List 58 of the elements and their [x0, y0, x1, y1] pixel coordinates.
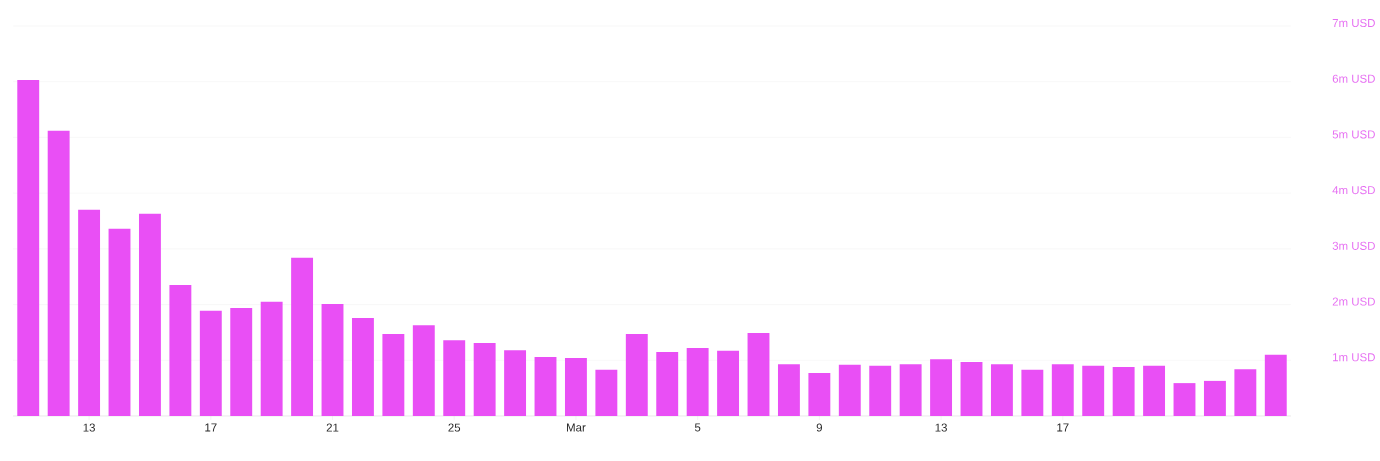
bar [1112, 366, 1135, 416]
bar [504, 350, 527, 416]
bar [1021, 369, 1044, 416]
bar [595, 369, 618, 416]
x-tick-label: 5 [694, 423, 701, 432]
y-tick-label: 3m USD [1332, 241, 1375, 250]
bar [717, 350, 740, 416]
bar [47, 130, 70, 416]
x-tick-label: 13 [83, 423, 95, 432]
bar [899, 364, 922, 416]
bar [625, 334, 648, 416]
bar [1173, 383, 1196, 416]
y-tick-label: 5m USD [1332, 130, 1375, 139]
bar [960, 361, 983, 416]
bar [230, 307, 253, 416]
bar [686, 348, 709, 416]
bar [382, 334, 405, 416]
y-tick-label: 7m USD [1332, 18, 1375, 28]
bar [1203, 380, 1226, 416]
x-tick-label: 25 [448, 423, 461, 432]
x-tick-label: 13 [935, 423, 947, 432]
bar [291, 257, 314, 416]
bar [78, 209, 101, 416]
bar [138, 213, 161, 416]
bar [412, 325, 435, 416]
bar [777, 364, 800, 416]
x-tick-label: 21 [326, 423, 339, 432]
bar [930, 359, 953, 416]
bar [808, 373, 831, 416]
bar [656, 351, 679, 416]
bar [564, 358, 587, 416]
bar [1143, 365, 1166, 416]
bar [321, 304, 344, 416]
bar [869, 365, 892, 416]
bar [1234, 369, 1257, 416]
x-tick-label: 17 [205, 423, 217, 432]
x-tick-label: 17 [1057, 423, 1069, 432]
bar [838, 364, 861, 416]
bar [990, 364, 1013, 416]
bar [473, 343, 496, 416]
x-tick-label: Mar [567, 423, 586, 432]
y-tick-label: 2m USD [1332, 297, 1375, 306]
bar [199, 310, 222, 416]
bar [747, 332, 770, 416]
bar [1082, 365, 1105, 416]
y-tick-label: 6m USD [1332, 74, 1375, 83]
bar [260, 301, 283, 416]
bar [443, 340, 466, 416]
bar [108, 228, 131, 416]
bar [534, 356, 557, 416]
bar [1264, 354, 1287, 416]
bar [17, 80, 40, 416]
bar [1051, 364, 1074, 416]
bar [169, 285, 192, 416]
x-tick-label: 9 [816, 423, 822, 432]
y-tick-label: 4m USD [1332, 186, 1375, 195]
y-tick-label: 1m USD [1333, 353, 1375, 362]
bar [351, 317, 374, 416]
